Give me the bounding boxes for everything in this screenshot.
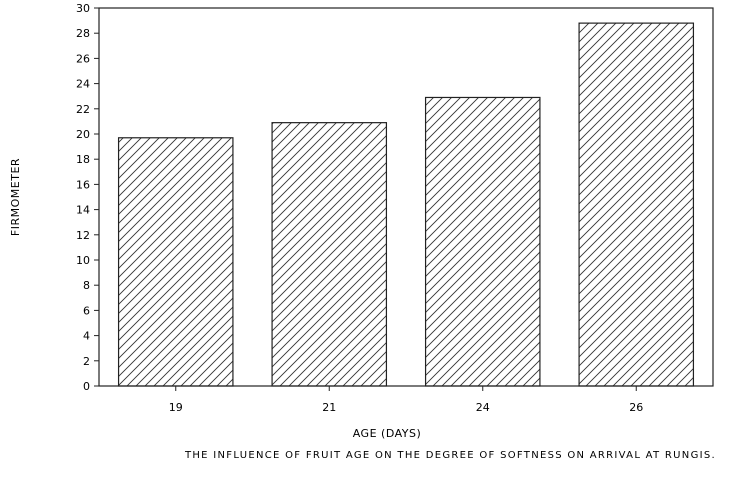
y-tick-label: 20	[76, 128, 90, 141]
chart-caption: THE INFLUENCE OF FRUIT AGE ON THE DEGREE…	[184, 450, 716, 461]
y-tick-label: 28	[76, 27, 90, 40]
y-tick-label: 22	[76, 103, 90, 116]
y-tick-label: 14	[76, 204, 90, 217]
bar	[117, 137, 234, 387]
y-tick-label: 16	[76, 178, 90, 191]
y-tick-label: 30	[76, 2, 90, 15]
y-tick-label: 8	[83, 279, 90, 292]
y-tick-label: 12	[76, 229, 90, 242]
y-tick-label: 24	[76, 78, 90, 91]
x-tick-label: 26	[629, 401, 643, 414]
y-tick-label: 2	[83, 355, 90, 368]
x-tick-label: 21	[322, 401, 336, 414]
x-axis-title: AGE (DAYS)	[353, 427, 422, 440]
y-tick-label: 4	[83, 330, 90, 343]
y-tick-label: 26	[76, 52, 90, 65]
plot-frame	[98, 7, 714, 387]
y-tick-label: 0	[83, 380, 90, 393]
y-tick-label: 10	[76, 254, 90, 267]
y-tick-label: 6	[83, 304, 90, 317]
y-tick-label: 18	[76, 153, 90, 166]
bars-group	[117, 22, 695, 387]
bar	[424, 96, 541, 387]
bar	[578, 22, 695, 387]
x-tick-label: 24	[476, 401, 490, 414]
x-tick-label: 19	[169, 401, 183, 414]
bar	[271, 122, 388, 387]
x-axis: 19 21 24 26	[169, 386, 643, 414]
y-axis-title: FIRMOMETER	[9, 158, 22, 236]
